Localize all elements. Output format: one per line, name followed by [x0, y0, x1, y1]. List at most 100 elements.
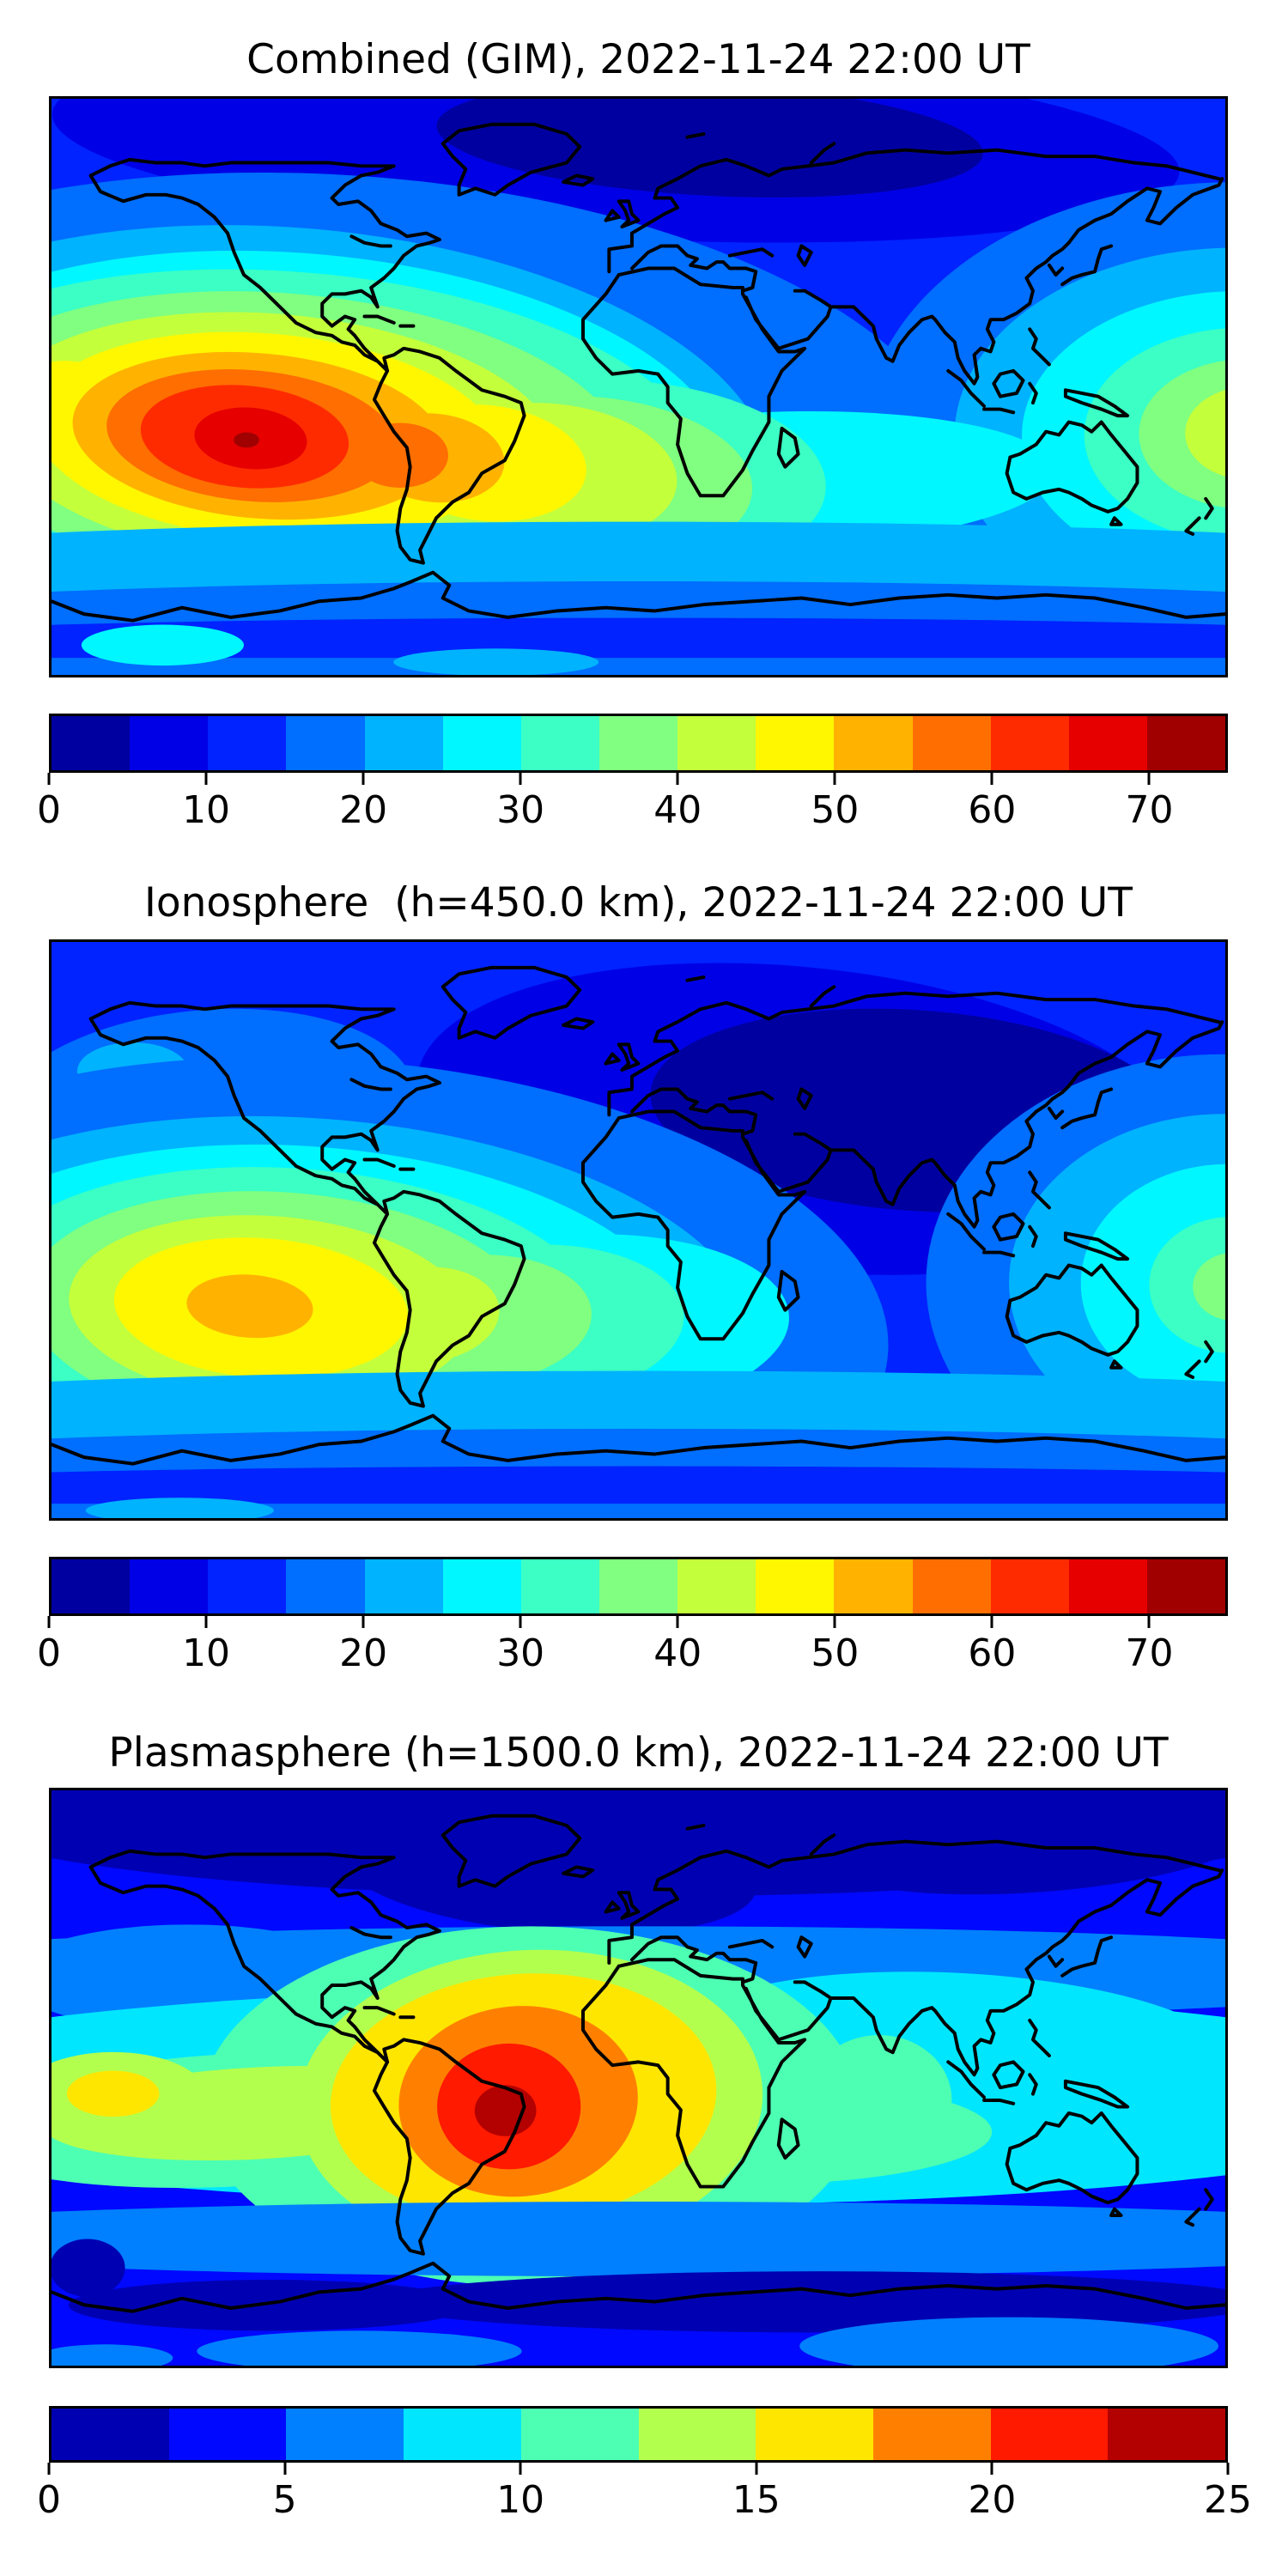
contour-region — [52, 2344, 173, 2366]
tick-label: 30 — [496, 1631, 545, 1675]
contour-region — [52, 617, 1225, 670]
tick-mark — [676, 1616, 679, 1628]
colorbar-segment-9 — [756, 1559, 835, 1613]
colorbar-segment-12 — [990, 1559, 1069, 1613]
colorbar-segment-8 — [677, 716, 756, 770]
colorbar-segment-8 — [990, 2409, 1109, 2460]
tick-mark — [755, 2463, 758, 2475]
contour-region — [799, 2317, 1218, 2366]
contour-region — [186, 1274, 313, 1339]
colorbar-ticks-ionosphere: 0 10 20 30 40 50 60 70 — [37, 1616, 1228, 1676]
contour-region — [52, 658, 1225, 675]
colorbar-segment-6 — [520, 1559, 599, 1613]
contour-region — [52, 521, 1225, 604]
colorbar-segment-7 — [872, 2409, 991, 2460]
colorbar-segment-10 — [834, 1559, 913, 1613]
colorbar-segment-3 — [286, 1559, 365, 1613]
colorbar-segment-12 — [990, 716, 1069, 770]
panel-title-combined: Combined (GIM), 2022-11-24 22:00 UT — [246, 36, 1030, 83]
colorbar-segment-13 — [1068, 716, 1147, 770]
contour-region — [1185, 390, 1225, 477]
contour-region — [68, 2280, 471, 2331]
tick-mark — [833, 773, 836, 785]
tick-label: 30 — [496, 788, 545, 832]
contour-region — [436, 99, 983, 197]
contour-region — [52, 1370, 1225, 1449]
tick-label: 20 — [339, 788, 388, 832]
contour-region — [1139, 361, 1225, 507]
world-contour-map-combined-gim — [49, 96, 1228, 677]
contour-field-ionosphere — [52, 942, 1225, 1518]
tick-label: 15 — [732, 2478, 781, 2522]
tick-mark — [676, 773, 679, 785]
contour-region — [85, 1498, 274, 1518]
tick-label: 5 — [272, 2478, 297, 2522]
colorbar-segment-9 — [756, 716, 835, 770]
colorbar-segment-2 — [286, 2409, 404, 2460]
tick-mark — [990, 2463, 993, 2475]
tick-mark — [1226, 2463, 1230, 2475]
contour-region — [1149, 1217, 1225, 1353]
panel-title-plasmasphere: Plasmasphere (h=1500.0 km), 2022-11-24 2… — [108, 1729, 1169, 1777]
tick-label: 0 — [37, 2478, 61, 2522]
tick-label: 10 — [182, 788, 231, 832]
tick-label: 40 — [653, 788, 702, 832]
colorbar-segment-0 — [52, 1559, 131, 1613]
tick-mark — [990, 773, 993, 785]
colorbar-segment-13 — [1068, 1559, 1147, 1613]
contour-region — [393, 648, 599, 675]
coastlines — [52, 965, 1225, 1466]
contour-field-plasmasphere — [52, 1790, 1225, 2366]
contour-region — [1193, 1253, 1225, 1321]
contour-region — [66, 2070, 160, 2117]
colorbar-segment-4 — [364, 716, 443, 770]
contour-region — [81, 624, 245, 666]
contour-region — [352, 422, 448, 488]
colorbar-segment-6 — [520, 716, 599, 770]
tick-mark — [361, 773, 365, 785]
panel-title-ionosphere: Ionosphere (h=450.0 km), 2022-11-24 22:0… — [143, 879, 1133, 927]
tick-label: 40 — [653, 1631, 702, 1675]
colorbar-segment-3 — [286, 716, 365, 770]
tick-label: 10 — [182, 1631, 231, 1675]
tick-mark — [833, 1616, 836, 1628]
tick-label: 50 — [811, 1631, 860, 1675]
colorbar-segment-5 — [638, 2409, 756, 2460]
tick-mark — [519, 773, 522, 785]
tick-label: 25 — [1204, 2478, 1252, 2522]
colorbar-segment-0 — [52, 2409, 169, 2460]
world-contour-map-ionosphere — [49, 939, 1228, 1521]
tick-mark — [204, 773, 208, 785]
contour-region — [474, 2085, 537, 2136]
colorbar-segment-1 — [168, 2409, 287, 2460]
tick-mark — [47, 2463, 51, 2475]
colorbar-segment-6 — [756, 2409, 873, 2460]
colorbar-segment-7 — [598, 716, 678, 770]
tick-label: 50 — [811, 788, 860, 832]
tick-mark — [990, 1616, 993, 1628]
tick-mark — [283, 2463, 287, 2475]
tick-mark — [1147, 773, 1151, 785]
contour-region — [197, 2330, 522, 2366]
tick-label: 70 — [1125, 1631, 1174, 1675]
tick-mark — [47, 1616, 51, 1628]
colorbar-segment-5 — [442, 1559, 521, 1613]
colorbar-ticks-plasmasphere: 0 5 10 15 20 25 — [37, 2463, 1252, 2523]
colorbar-segment-14 — [1146, 716, 1226, 770]
colorbar-segment-3 — [404, 2409, 521, 2460]
colorbar-ticks-combined-gim: 0 10 20 30 40 50 60 70 — [37, 773, 1228, 833]
contour-region — [52, 1466, 1225, 1511]
tick-mark — [47, 773, 51, 785]
contour-region — [52, 2239, 125, 2297]
tick-label: 60 — [968, 1631, 1017, 1675]
contour-region — [338, 1807, 756, 1935]
tick-label: 0 — [37, 1631, 61, 1675]
colorbar-segment-1 — [130, 1559, 209, 1613]
colorbar-segment-4 — [520, 2409, 639, 2460]
colorbar-segment-1 — [130, 716, 209, 770]
colorbar-segment-14 — [1146, 1559, 1226, 1613]
coastlines — [52, 122, 1225, 623]
tick-mark — [1147, 1616, 1151, 1628]
tick-mark — [519, 1616, 522, 1628]
